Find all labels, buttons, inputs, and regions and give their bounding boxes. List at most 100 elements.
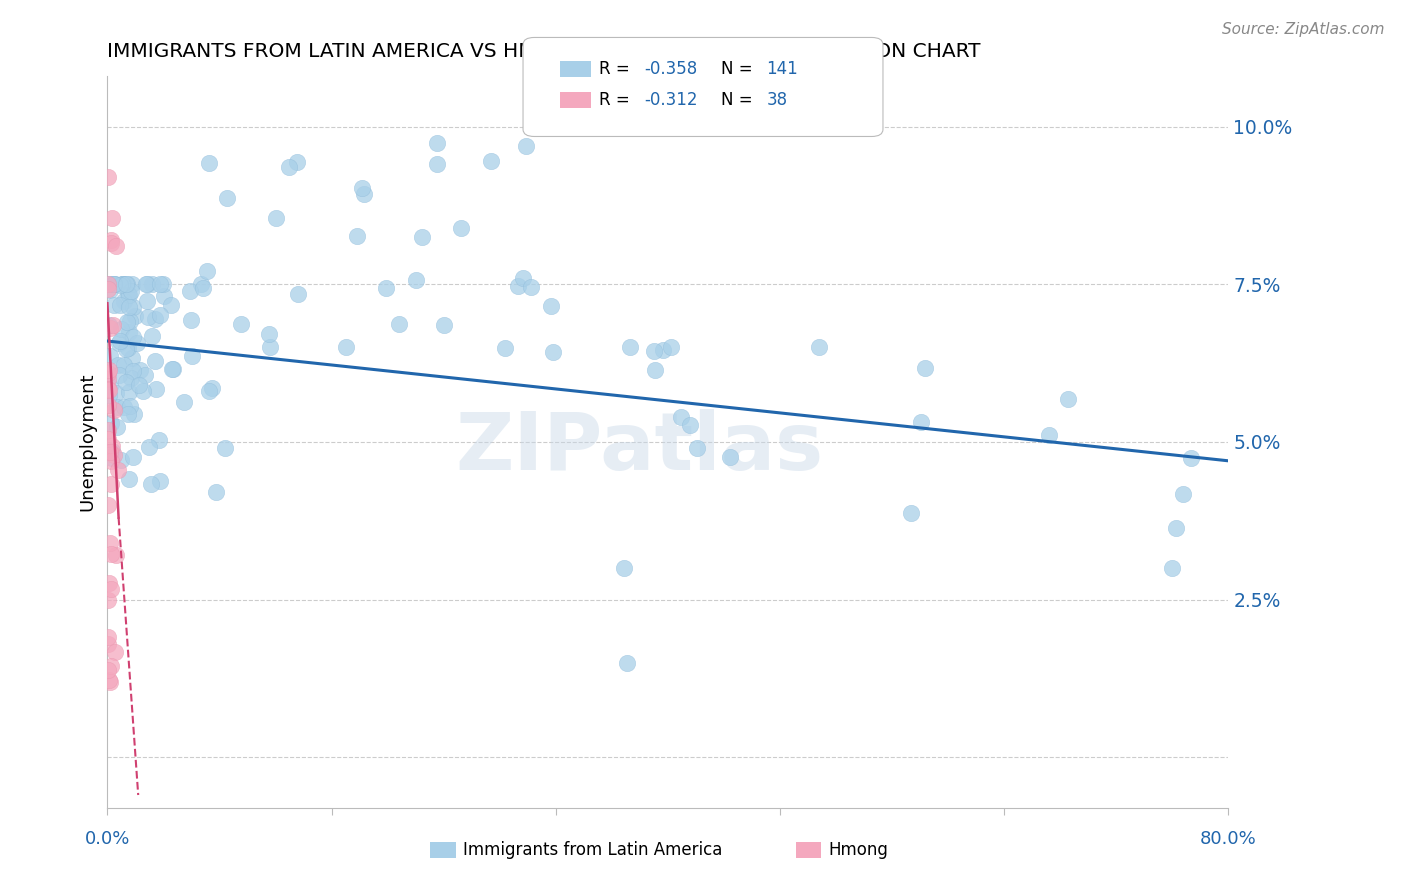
Point [100, 477, 122, 491]
Point [97, 170, 120, 185]
Text: R =: R = [599, 60, 636, 78]
Point [97, 277, 120, 292]
Point [98, 363, 121, 377]
Point [97, 432, 120, 446]
Point [97, 277, 120, 292]
Point [141, 329, 163, 343]
Point [520, 280, 543, 294]
Point [111, 277, 134, 292]
Point [118, 472, 141, 486]
Point [162, 361, 184, 376]
Point [98, 535, 121, 549]
Point [104, 277, 127, 292]
Point [121, 277, 143, 292]
Point [97, 592, 120, 607]
Point [134, 368, 156, 382]
Point [1160, 561, 1182, 575]
Text: N =: N = [721, 60, 758, 78]
Point [110, 453, 132, 467]
Point [352, 181, 374, 195]
Point [128, 377, 150, 392]
Point [98, 321, 121, 335]
Point [1171, 487, 1194, 501]
Point [388, 317, 411, 331]
Point [98, 673, 121, 687]
Point [494, 342, 516, 356]
Point [1057, 392, 1080, 406]
Point [101, 443, 124, 458]
Point [180, 349, 202, 363]
Point [112, 400, 135, 414]
Point [426, 136, 449, 150]
Point [346, 229, 368, 244]
Point [541, 345, 564, 359]
Point [515, 139, 537, 153]
Point [110, 334, 132, 349]
Point [149, 277, 172, 292]
Point [98, 674, 121, 689]
Point [180, 313, 202, 327]
Point [900, 506, 922, 520]
Point [659, 340, 682, 354]
Point [910, 415, 932, 429]
Point [128, 363, 150, 377]
Point [405, 273, 427, 287]
Point [201, 381, 224, 395]
Point [122, 364, 145, 378]
Point [96, 498, 118, 512]
Point [97, 630, 120, 644]
Point [100, 235, 122, 250]
Point [508, 278, 530, 293]
Point [914, 360, 936, 375]
Y-axis label: Unemployment: Unemployment [79, 373, 96, 511]
Point [278, 160, 301, 174]
Point [115, 277, 138, 292]
Point [104, 385, 127, 400]
Point [118, 325, 141, 339]
Point [426, 157, 449, 171]
Point [145, 382, 167, 396]
Point [669, 410, 692, 425]
Point [135, 277, 157, 292]
Point [141, 277, 163, 292]
Point [214, 441, 236, 455]
Point [143, 311, 166, 326]
Point [96, 372, 118, 386]
Point [198, 155, 221, 169]
Point [198, 384, 221, 398]
Point [100, 547, 122, 561]
Point [115, 315, 138, 329]
Point [108, 277, 131, 292]
Point [112, 358, 135, 372]
Point [152, 277, 174, 292]
Point [153, 289, 176, 303]
Point [101, 450, 124, 465]
Point [117, 286, 139, 301]
Point [215, 191, 238, 205]
Point [100, 416, 122, 430]
Text: Source: ZipAtlas.com: Source: ZipAtlas.com [1222, 22, 1385, 37]
Point [190, 277, 212, 292]
Point [433, 318, 456, 332]
Point [1166, 521, 1188, 535]
Point [107, 463, 129, 477]
Point [143, 353, 166, 368]
Point [540, 299, 562, 313]
Point [108, 336, 131, 351]
Point [118, 288, 141, 302]
Point [98, 388, 121, 402]
Point [103, 448, 125, 462]
Point [124, 407, 146, 421]
Point [97, 282, 120, 296]
Point [229, 317, 252, 331]
Point [117, 341, 139, 355]
Point [122, 330, 145, 344]
Point [100, 233, 122, 247]
Point [512, 271, 534, 285]
Point [1180, 450, 1202, 465]
Point [105, 420, 128, 434]
Point [120, 371, 142, 385]
Text: N =: N = [721, 91, 758, 109]
Point [193, 280, 215, 294]
Point [110, 321, 132, 335]
